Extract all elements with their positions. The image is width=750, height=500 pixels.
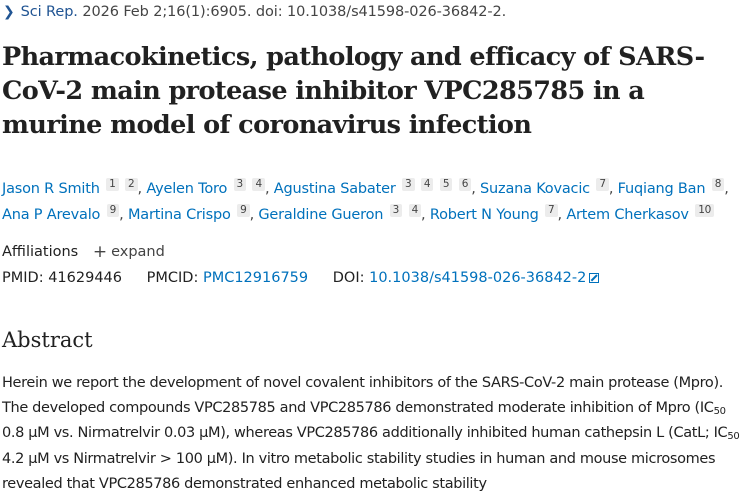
journal-citation: ❯ Sci Rep. 2026 Feb 2;16(1):6905. doi: 10… (3, 4, 506, 20)
author-separator: , (119, 207, 128, 223)
author-separator: , (421, 207, 430, 223)
affiliation-ref[interactable]: 6 (458, 178, 472, 191)
affiliation-ref[interactable]: 2 (125, 178, 138, 191)
affiliations-row: Affiliations + expand (2, 242, 165, 262)
affiliation-ref[interactable]: 8 (711, 178, 725, 191)
affiliation-ref[interactable]: 5 (439, 178, 453, 191)
affiliation-ref[interactable]: 9 (106, 204, 120, 217)
affiliation-ref[interactable]: 4 (408, 204, 422, 217)
affiliation-ref[interactable]: 1 (106, 178, 119, 191)
affiliation-ref[interactable]: 3 (233, 178, 247, 191)
identifiers-row: PMID: 41629446 PMCID: PMC12916759 DOI: 1… (2, 270, 600, 286)
journal-link[interactable]: Sci Rep. (20, 4, 78, 20)
subscript: 50 (713, 406, 726, 418)
abstract-heading: Abstract (2, 328, 93, 352)
affiliation-ref[interactable]: 9 (237, 204, 250, 217)
pmcid-link[interactable]: PMC12916759 (202, 270, 309, 286)
article-title: Pharmacokinetics, pathology and efficacy… (2, 42, 705, 140)
author-list: Jason R Smith 1 2, Ayelen Toro 3 4, Agus… (2, 176, 747, 228)
abstract-text: Herein we report the development of nove… (2, 375, 740, 492)
affiliation-ref[interactable]: 7 (545, 204, 558, 217)
author-separator: , (608, 181, 618, 197)
citation-details: 2026 Feb 2;16(1):6905. doi: 10.1038/s415… (77, 4, 507, 20)
affiliations-label: Affiliations (2, 244, 79, 260)
pmid-value: 41629446 (48, 270, 123, 286)
author-link[interactable]: Suzana Kovacic (480, 181, 590, 197)
expand-affiliations-button[interactable]: + expand (92, 242, 165, 262)
author-separator: , (249, 207, 259, 223)
expand-label: expand (111, 244, 165, 260)
affiliation-ref[interactable]: 7 (596, 178, 609, 191)
plus-icon: + (92, 242, 108, 262)
author-separator: , (557, 207, 567, 223)
affiliation-ref[interactable]: 3 (389, 204, 403, 217)
author-separator: , (264, 181, 274, 197)
affiliation-ref[interactable]: 4 (252, 178, 265, 191)
author-link[interactable]: Ayelen Toro (146, 181, 228, 197)
author-link[interactable]: Robert N Young (429, 207, 539, 223)
affiliation-ref[interactable]: 10 (695, 204, 715, 217)
author-separator: , (471, 181, 481, 197)
external-link-icon (589, 273, 600, 283)
affiliation-ref[interactable]: 3 (402, 178, 415, 191)
author-link[interactable]: Ana P Arevalo (2, 207, 101, 223)
author-link[interactable]: Fuqiang Ban (617, 181, 706, 197)
affiliation-ref[interactable]: 4 (420, 178, 434, 191)
author-link[interactable]: Artem Cherkasov (566, 207, 689, 223)
author-link[interactable]: Geraldine Gueron (258, 207, 384, 223)
author-link[interactable]: Agustina Sabater (273, 181, 396, 197)
author-link[interactable]: Martina Crispo (127, 207, 231, 223)
doi-label: DOI: (332, 270, 365, 286)
pmid-label: PMID: (2, 270, 44, 286)
doi-value: 10.1038/s41598-026-36842-2 (369, 270, 587, 286)
doi-link[interactable]: 10.1038/s41598-026-36842-2 (369, 270, 600, 286)
chevron-right-icon[interactable]: ❯ (3, 4, 15, 20)
author-separator: , (137, 181, 147, 197)
author-separator: , (724, 181, 729, 197)
pmcid-label: PMCID: (146, 270, 199, 286)
subscript: 50 (727, 431, 740, 443)
author-link[interactable]: Jason R Smith (2, 181, 100, 197)
